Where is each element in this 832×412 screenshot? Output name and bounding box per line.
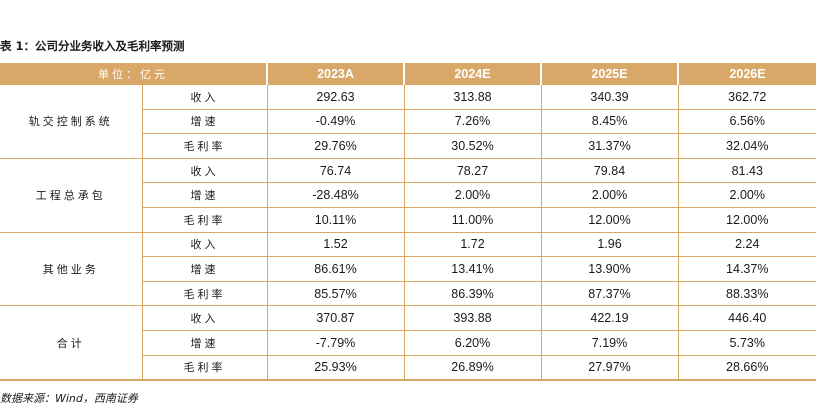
table-row: 轨交控制系统 收入 292.63 313.88 340.39 362.72 (0, 85, 816, 159)
value-cell: 87.37% (541, 281, 679, 307)
metric-label: 毛利率 (142, 281, 268, 307)
value-cell: 10.11% (267, 207, 405, 233)
metric-label: 收入 (142, 305, 268, 331)
value-cell: 370.87 (267, 305, 405, 331)
table-row: 合计 收入 370.87 393.88 422.19 446.40 (0, 305, 816, 382)
value-cell: 81.43 (678, 158, 816, 184)
metric-label: 毛利率 (142, 355, 268, 382)
value-cell: 340.39 (541, 85, 679, 110)
value-cell: 2.00% (541, 182, 679, 208)
source-note: 数据来源：Wind，西南证券 (0, 392, 138, 405)
value-cell: 25.93% (267, 355, 405, 382)
value-cell: 12.00% (678, 207, 816, 233)
value-cell: 1.72 (404, 232, 542, 258)
value-cell: 86.39% (404, 281, 542, 307)
value-cell: 88.33% (678, 281, 816, 307)
table-row: 增速 86.61% 13.41% 13.90% 14.37% (0, 256, 816, 282)
table-row: 毛利率 85.57% 86.39% 87.37% 88.33% (0, 281, 816, 307)
value-cell: 28.66% (678, 355, 816, 382)
table-row: 其他业务 收入 1.52 1.72 1.96 2.24 (0, 232, 816, 307)
value-cell: 8.45% (541, 109, 679, 135)
segment-name: 合计 (0, 305, 143, 382)
segment-name: 其他业务 (0, 232, 143, 307)
value-cell: 313.88 (404, 85, 542, 110)
metric-label: 增速 (142, 330, 268, 356)
metric-label: 增速 (142, 182, 268, 208)
metric-label: 收入 (142, 85, 268, 110)
table-row: 工程总承包 收入 76.74 78.27 79.84 81.43 (0, 158, 816, 233)
table-title: 表 1：公司分业务收入及毛利率预测 (0, 39, 185, 53)
metric-label: 增速 (142, 109, 268, 135)
value-cell: 85.57% (267, 281, 405, 307)
value-cell: -7.79% (267, 330, 405, 356)
value-cell: 78.27 (404, 158, 542, 184)
value-cell: 6.56% (678, 109, 816, 135)
header-row: 单位：亿元 2023A 2024E 2025E 2026E (0, 63, 816, 85)
table-row: 增速 -7.79% 6.20% 7.19% 5.73% (0, 330, 816, 356)
value-cell: 12.00% (541, 207, 679, 233)
value-cell: 422.19 (541, 305, 679, 331)
year-header: 2023A (267, 63, 405, 85)
segment-name: 工程总承包 (0, 158, 143, 233)
value-cell: 5.73% (678, 330, 816, 356)
table-row: 毛利率 29.76% 30.52% 31.37% 32.04% (0, 133, 816, 159)
value-cell: 29.76% (267, 133, 405, 159)
value-cell: 32.04% (678, 133, 816, 159)
value-cell: 30.52% (404, 133, 542, 159)
table-row: 毛利率 10.11% 11.00% 12.00% 12.00% (0, 207, 816, 233)
value-cell: 1.52 (267, 232, 405, 258)
value-cell: 26.89% (404, 355, 542, 382)
value-cell: 6.20% (404, 330, 542, 356)
value-cell: 362.72 (678, 85, 816, 110)
metric-label: 毛利率 (142, 133, 268, 159)
value-cell: 79.84 (541, 158, 679, 184)
year-header: 2026E (678, 63, 816, 85)
value-cell: 27.97% (541, 355, 679, 382)
value-cell: 393.88 (404, 305, 542, 331)
value-cell: 2.00% (404, 182, 542, 208)
value-cell: 86.61% (267, 256, 405, 282)
metric-label: 增速 (142, 256, 268, 282)
year-header: 2024E (404, 63, 542, 85)
value-cell: 7.19% (541, 330, 679, 356)
table-row: 增速 -28.48% 2.00% 2.00% 2.00% (0, 182, 816, 208)
value-cell: 2.00% (678, 182, 816, 208)
value-cell: 7.26% (404, 109, 542, 135)
value-cell: 2.24 (678, 232, 816, 258)
year-header: 2025E (541, 63, 679, 85)
value-cell: -0.49% (267, 109, 405, 135)
value-cell: 76.74 (267, 158, 405, 184)
value-cell: 446.40 (678, 305, 816, 331)
value-cell: 31.37% (541, 133, 679, 159)
value-cell: 14.37% (678, 256, 816, 282)
value-cell: 1.96 (541, 232, 679, 258)
value-cell: -28.48% (267, 182, 405, 208)
value-cell: 292.63 (267, 85, 405, 110)
value-cell: 13.90% (541, 256, 679, 282)
unit-header: 单位：亿元 (0, 63, 268, 85)
forecast-table: 单位：亿元 2023A 2024E 2025E 2026E 轨交控制系统 收入 … (0, 63, 816, 382)
table-row: 增速 -0.49% 7.26% 8.45% 6.56% (0, 109, 816, 135)
segment-name: 轨交控制系统 (0, 85, 143, 159)
metric-label: 收入 (142, 232, 268, 258)
metric-label: 毛利率 (142, 207, 268, 233)
value-cell: 13.41% (404, 256, 542, 282)
table-row: 毛利率 25.93% 26.89% 27.97% 28.66% (0, 355, 816, 382)
metric-label: 收入 (142, 158, 268, 184)
value-cell: 11.00% (404, 207, 542, 233)
